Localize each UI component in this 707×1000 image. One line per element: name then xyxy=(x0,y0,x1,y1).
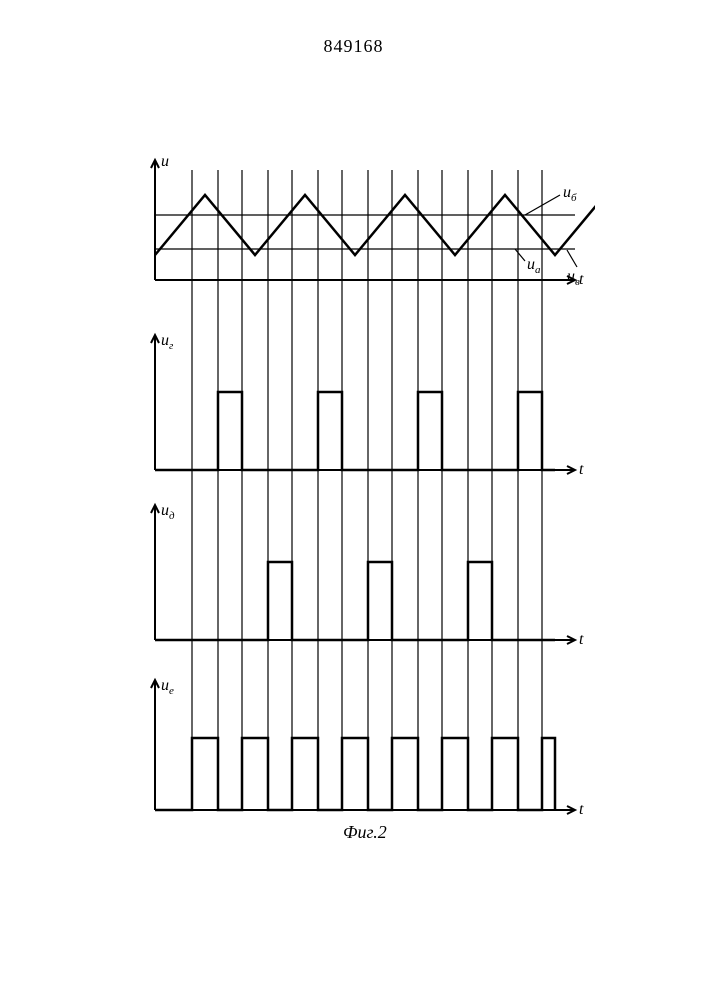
svg-text:uб: uб xyxy=(563,184,577,204)
page: 849168 utuбuаuвuгtuдtuеtФиг.2 xyxy=(0,0,707,1000)
svg-text:t: t xyxy=(579,631,584,648)
timing-diagram: utuбuаuвuгtuдtuеtФиг.2 xyxy=(135,150,595,870)
svg-text:uд: uд xyxy=(161,502,175,522)
document-number: 849168 xyxy=(0,36,707,57)
svg-text:t: t xyxy=(579,801,584,818)
svg-text:Фиг.2: Фиг.2 xyxy=(343,822,387,842)
svg-text:uа: uа xyxy=(527,256,541,276)
svg-text:uе: uе xyxy=(161,677,174,697)
svg-text:t: t xyxy=(579,461,584,478)
svg-text:u: u xyxy=(161,153,169,170)
svg-text:uг: uг xyxy=(161,332,174,352)
